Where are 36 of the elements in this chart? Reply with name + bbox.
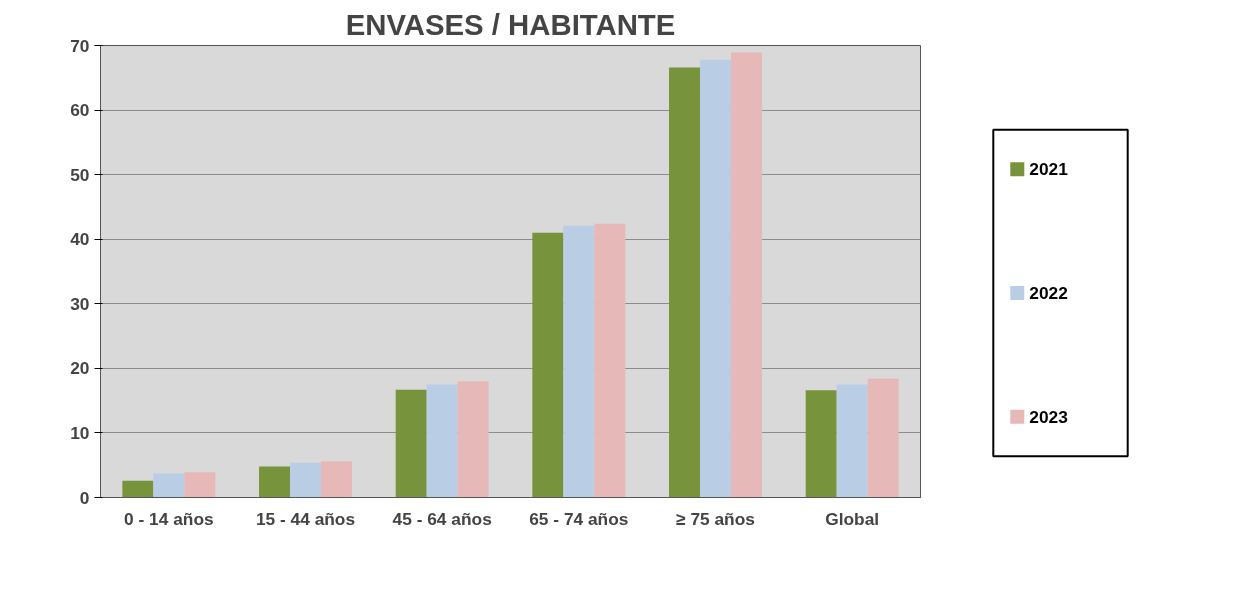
y-tick-label: 60 <box>70 100 90 121</box>
chart-title: ENVASES / HABITANTE <box>345 7 676 41</box>
legend-label: 2021 <box>1029 159 1069 180</box>
bar <box>594 223 626 498</box>
x-tick-label: ≥ 75 años <box>676 508 755 529</box>
y-tick-label: 0 <box>79 487 90 508</box>
legend-label: 2023 <box>1029 406 1069 427</box>
bar <box>563 225 595 498</box>
bar <box>867 378 899 498</box>
x-tick-label: 45 - 64 años <box>392 508 492 529</box>
y-tick-label: 10 <box>70 422 90 443</box>
x-tick-label: 65 - 74 años <box>529 508 629 529</box>
bar <box>836 384 868 498</box>
x-tick-label: 15 - 44 años <box>255 508 356 529</box>
bar <box>805 390 837 498</box>
bar <box>426 384 458 498</box>
y-tick-label: 70 <box>70 35 90 56</box>
bar <box>290 462 321 498</box>
bar <box>320 461 352 498</box>
bar <box>153 473 185 498</box>
bar <box>395 389 427 498</box>
x-tick-label: 0 - 14 años <box>124 508 214 529</box>
bar <box>669 67 701 498</box>
legend-label: 2022 <box>1029 283 1068 303</box>
bar <box>184 472 216 498</box>
bar <box>259 466 291 498</box>
bar <box>730 52 762 498</box>
x-tick-label: Global <box>825 508 880 529</box>
y-tick-label: 20 <box>70 358 90 379</box>
bar <box>532 232 564 498</box>
y-tick-label: 30 <box>70 293 90 314</box>
y-tick-label: 40 <box>70 229 90 250</box>
bar <box>122 480 154 498</box>
y-tick-label: 50 <box>70 164 90 185</box>
bar <box>700 59 731 498</box>
bar <box>457 381 489 498</box>
